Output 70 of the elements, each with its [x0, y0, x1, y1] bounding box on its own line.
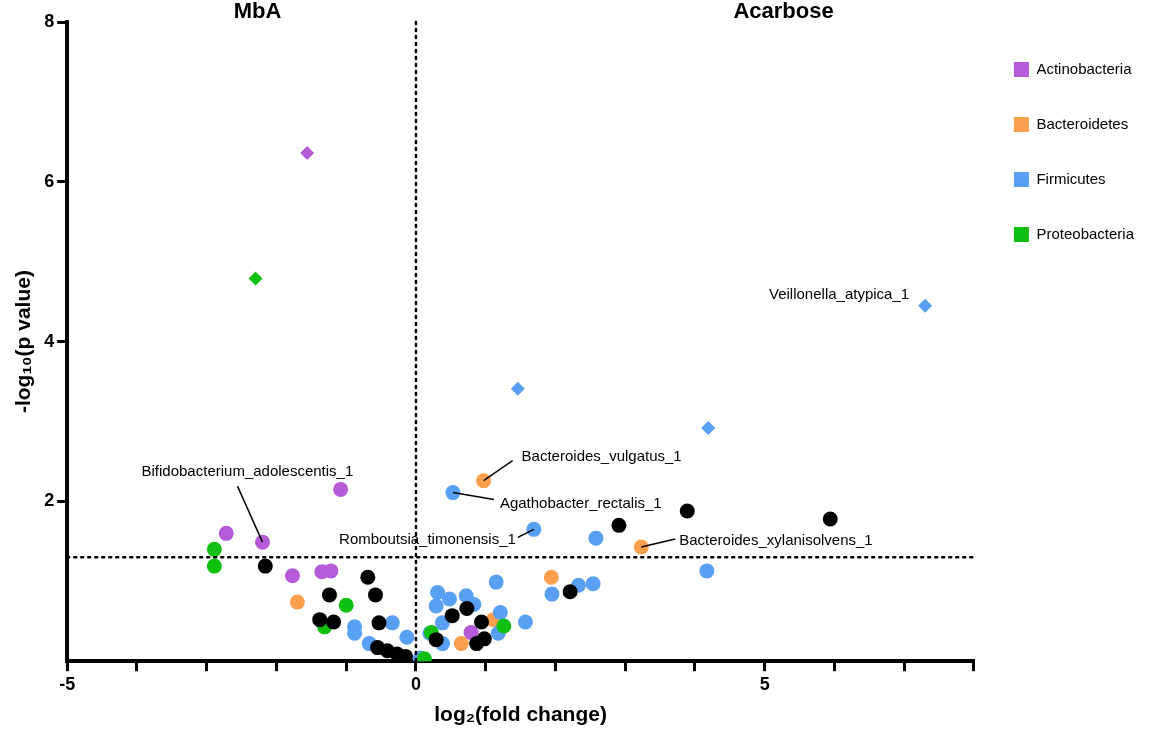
point [384, 615, 400, 631]
point [428, 632, 444, 648]
legend-label: Bacteroidetes [1036, 114, 1129, 132]
y-tick-label: 2 [44, 490, 55, 511]
point [459, 600, 475, 616]
point [371, 615, 387, 631]
point [441, 591, 457, 607]
y-tick-label: 6 [44, 170, 55, 191]
annotation: Agathobacter_rectalis_1 [499, 493, 662, 511]
point [338, 597, 354, 613]
point [585, 576, 601, 592]
point [360, 569, 376, 585]
point [333, 481, 349, 497]
annotation: MbA [233, 0, 282, 24]
point [701, 420, 716, 435]
point [611, 517, 627, 533]
point [633, 539, 649, 555]
annotation: Bifidobacterium_adolescentis_1 [141, 462, 354, 480]
point [255, 534, 271, 550]
point [544, 586, 560, 602]
point [368, 587, 383, 603]
point [543, 569, 559, 585]
x-axis-title: log₂(fold change) [434, 702, 607, 726]
point [248, 271, 263, 286]
point [517, 614, 533, 630]
point [469, 636, 485, 652]
annotation: Bacteroides_xylanisolvens_1 [679, 531, 873, 549]
point [445, 485, 461, 501]
point [206, 541, 222, 557]
annotation: Veillonella_atypica_1 [769, 284, 910, 302]
point [285, 568, 300, 584]
point [699, 563, 715, 579]
point [822, 511, 838, 527]
point [399, 629, 415, 645]
legend-label: Firmicutes [1036, 169, 1106, 187]
y-tick-label: 8 [44, 10, 55, 31]
x-tick-label: 0 [410, 673, 421, 694]
point [453, 636, 469, 652]
y-axis-title: -log₁₀(p value) [11, 270, 35, 414]
point [679, 503, 695, 519]
x-tick-label: -5 [59, 673, 76, 694]
point [474, 614, 490, 630]
y-tick-label: 4 [44, 330, 55, 351]
point [428, 598, 444, 614]
point [476, 473, 492, 489]
annotation: Acarbose [733, 0, 834, 24]
point [323, 563, 339, 579]
annotation: Bacteroides_vulgatus_1 [521, 446, 682, 464]
point [206, 558, 222, 574]
legend-label: Actinobacteria [1036, 59, 1133, 77]
point [488, 574, 504, 590]
point [257, 558, 273, 574]
point [312, 612, 328, 628]
point [321, 587, 337, 603]
point [326, 614, 342, 630]
point [444, 608, 460, 624]
point [526, 521, 542, 537]
point [430, 584, 446, 600]
point [562, 584, 578, 600]
legend-label: Proteobacteria [1036, 224, 1135, 242]
point [492, 604, 508, 620]
x-tick-label: 5 [759, 673, 770, 694]
point [918, 298, 933, 313]
annotation: Romboutsia_timonensis_1 [339, 529, 516, 547]
point [218, 525, 234, 541]
point [300, 146, 315, 161]
point [588, 530, 604, 546]
point [496, 618, 512, 634]
point [510, 381, 525, 396]
point [289, 594, 305, 610]
